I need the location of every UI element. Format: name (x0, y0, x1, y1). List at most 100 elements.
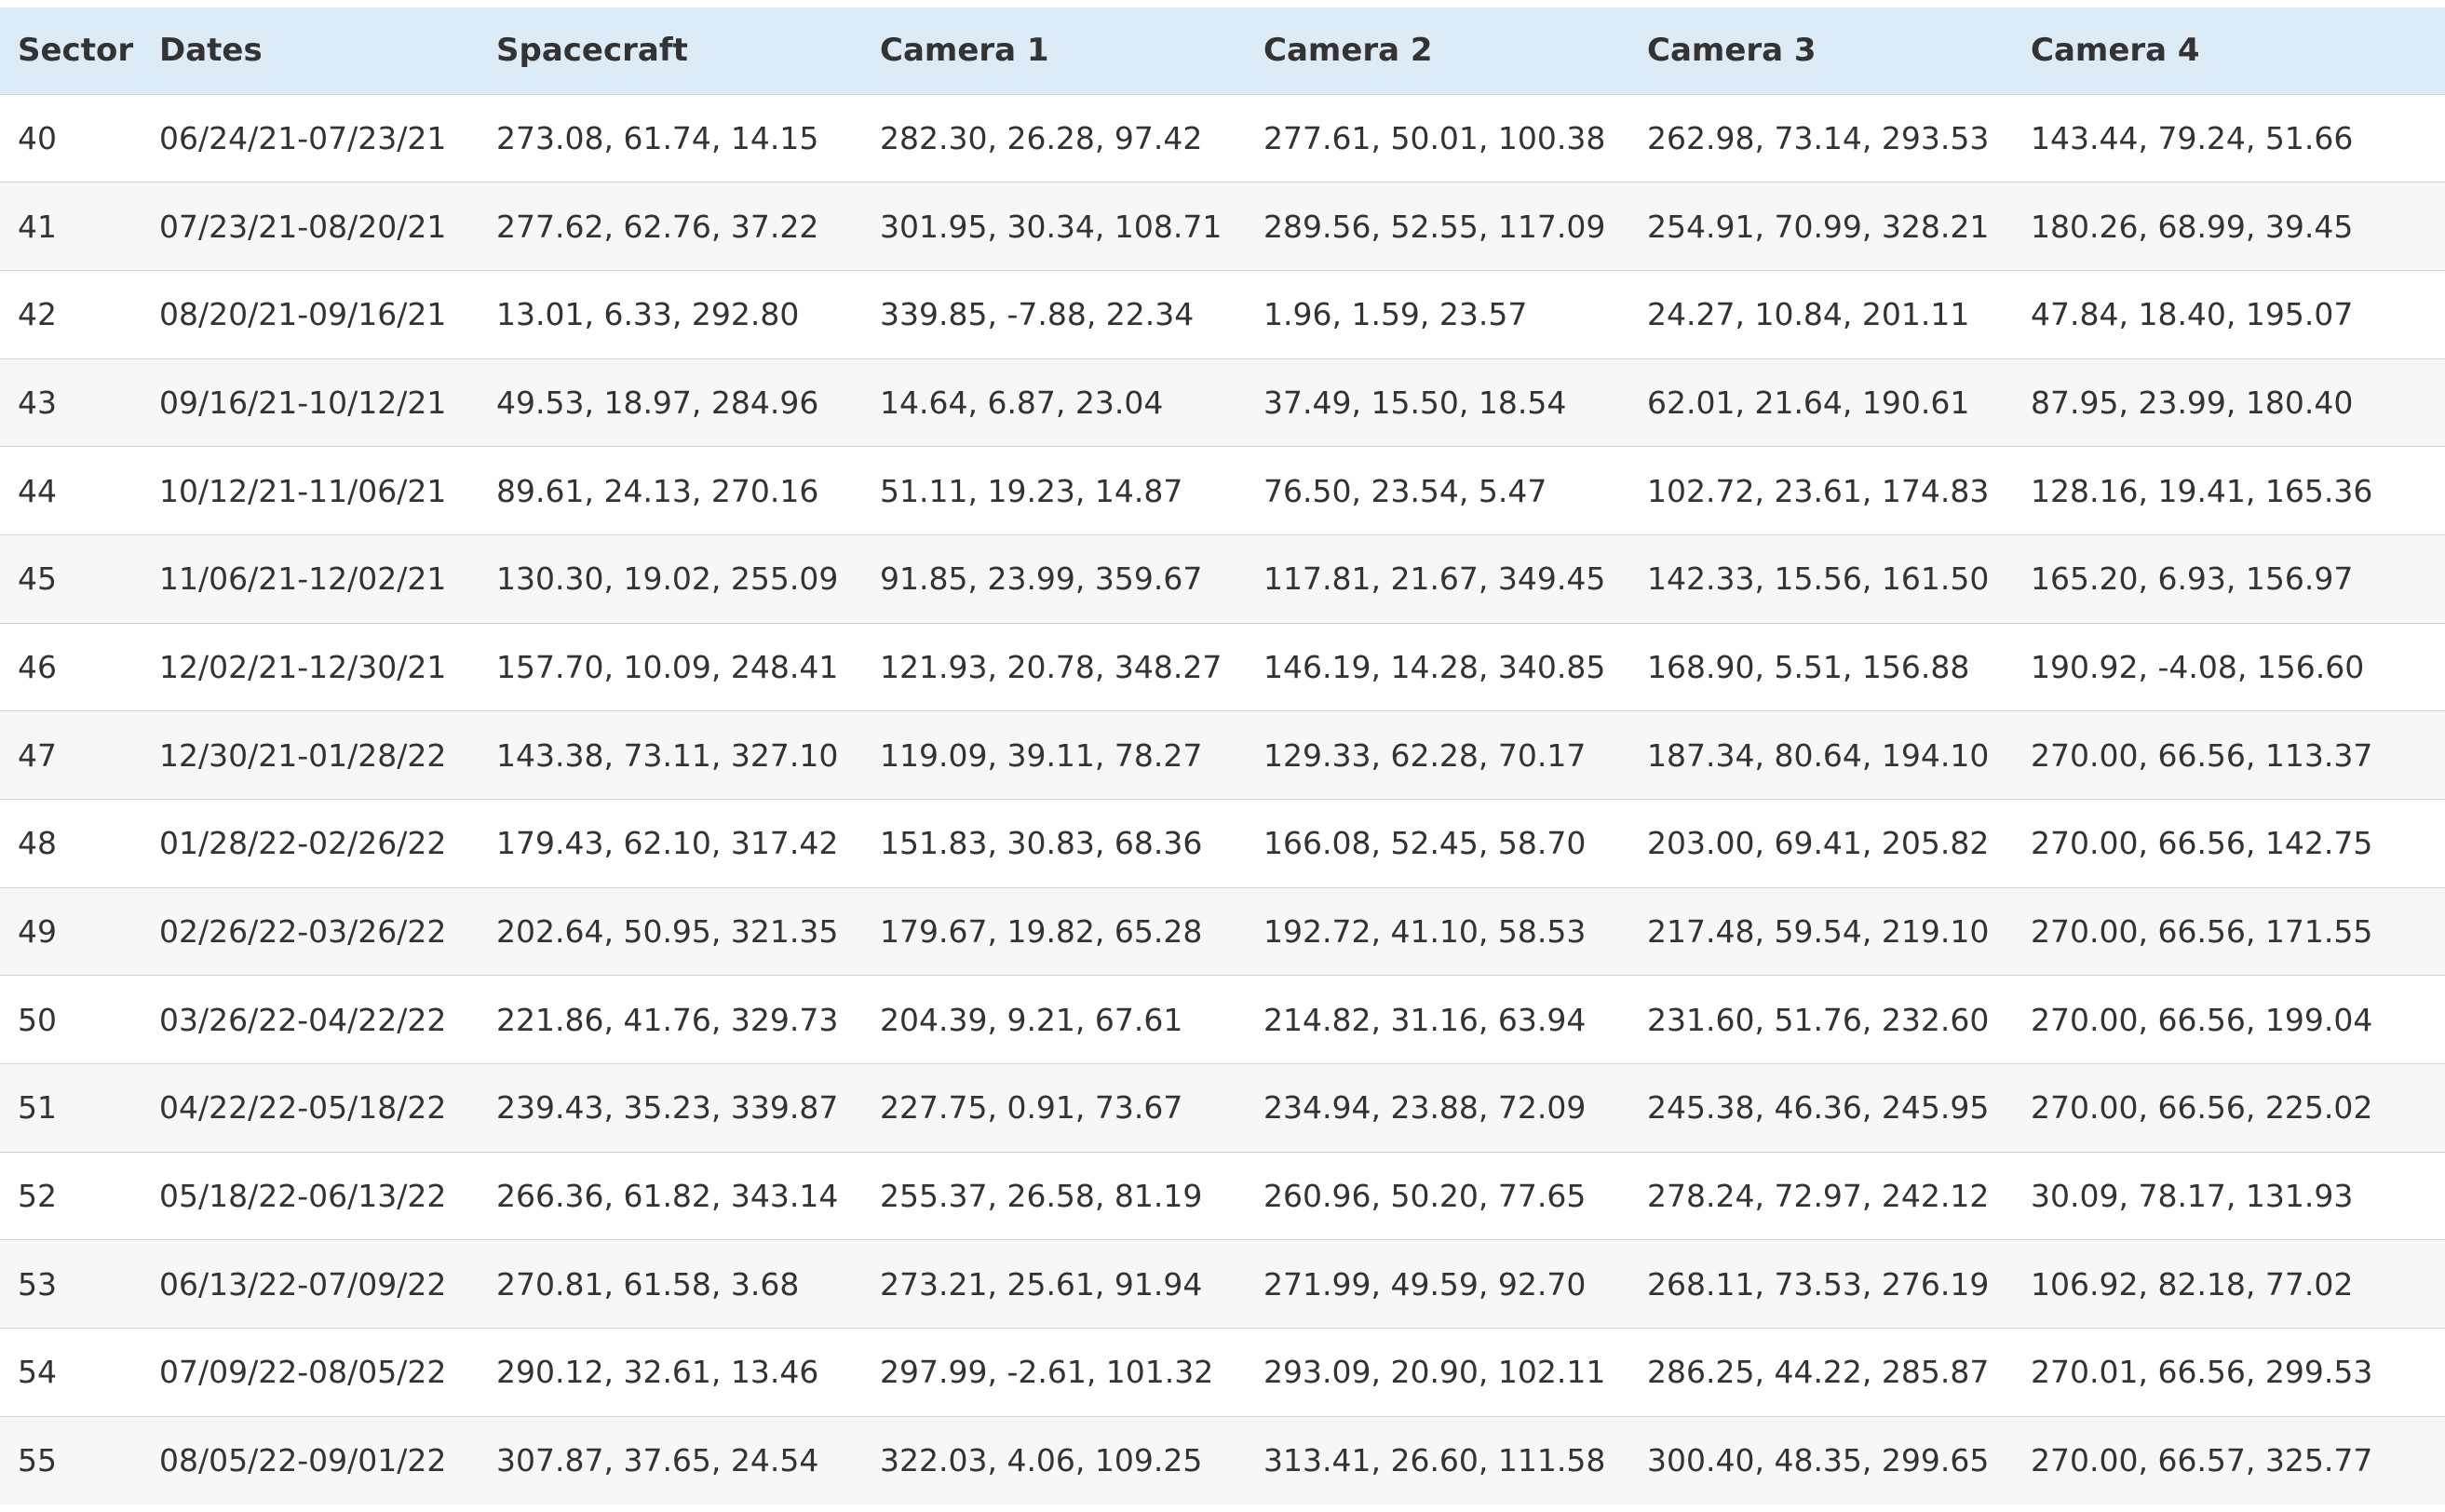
dates-cell: 02/26/22-03/26/22 (159, 913, 447, 951)
sector-cell: 55 (18, 1442, 57, 1479)
camera-2-cell: 76.50, 23.54, 5.47 (1263, 472, 1547, 509)
dates-cell: 08/20/21-09/16/21 (159, 296, 447, 333)
camera-1-cell: 255.37, 26.58, 81.19 (880, 1178, 1203, 1215)
sector-cell: 50 (18, 1001, 57, 1038)
sector-cell: 40 (18, 119, 57, 156)
camera-4-cell: 180.26, 68.99, 39.45 (2031, 208, 2354, 245)
camera-1-cell: 282.30, 26.28, 97.42 (880, 119, 1203, 156)
camera-3-cell: 254.91, 70.99, 328.21 (1647, 208, 1990, 245)
camera-4-cell: 270.01, 66.56, 299.53 (2031, 1354, 2373, 1391)
table-row: 49 02/26/22-03/26/22 202.64, 50.95, 321.35… (0, 887, 2445, 976)
dates-cell: 07/23/21-08/20/21 (159, 208, 447, 245)
camera-2-cell: 289.56, 52.55, 117.09 (1263, 208, 1606, 245)
table-row: 43 09/16/21-10/12/21 49.53, 18.97, 284.96 1… (0, 358, 2445, 447)
camera-2-cell: 214.82, 31.16, 63.94 (1263, 1001, 1587, 1038)
table-row: 51 04/22/22-05/18/22 239.43, 35.23, 339.87… (0, 1063, 2445, 1153)
table-row: 41 07/23/21-08/20/21 277.62, 62.76, 37.22 3… (0, 182, 2445, 271)
camera-1-cell: 91.85, 23.99, 359.67 (880, 560, 1203, 598)
dates-cell: 10/12/21-11/06/21 (159, 472, 447, 509)
dates-cell: 06/13/22-07/09/22 (159, 1265, 447, 1303)
spacecraft-cell: 266.36, 61.82, 343.14 (496, 1178, 839, 1215)
table-body: 40 06/24/21-07/23/21 273.08, 61.74, 14.15 2… (0, 94, 2445, 1505)
table-row: 53 06/13/22-07/09/22 270.81, 61.58, 3.68 27… (0, 1239, 2445, 1329)
sector-cell: 52 (18, 1178, 57, 1215)
table-row: 54 07/09/22-08/05/22 290.12, 32.61, 13.46 2… (0, 1328, 2445, 1417)
spacecraft-cell: 307.87, 37.65, 24.54 (496, 1442, 819, 1479)
camera-2-cell: 293.09, 20.90, 102.11 (1263, 1354, 1606, 1391)
dates-cell: 06/24/21-07/23/21 (159, 119, 447, 156)
camera-3-cell: 278.24, 72.97, 242.12 (1647, 1178, 1990, 1215)
camera-1-cell: 322.03, 4.06, 109.25 (880, 1442, 1203, 1479)
spacecraft-cell: 179.43, 62.10, 317.42 (496, 825, 839, 862)
dates-cell: 11/06/21-12/02/21 (159, 560, 447, 598)
camera-4-cell: 128.16, 19.41, 165.36 (2031, 472, 2373, 509)
camera-3-cell: 24.27, 10.84, 201.11 (1647, 296, 1970, 333)
dates-cell: 01/28/22-02/26/22 (159, 825, 447, 862)
header-row: Sector Dates Spacecraft Camera 1 Camera … (0, 0, 2445, 94)
table-row: 45 11/06/21-12/02/21 130.30, 19.02, 255.09… (0, 534, 2445, 624)
camera-4-cell: 270.00, 66.56, 142.75 (2031, 825, 2373, 862)
sector-cell: 51 (18, 1089, 57, 1127)
camera-1-cell: 204.39, 9.21, 67.61 (880, 1001, 1183, 1038)
sector-cell: 49 (18, 913, 57, 951)
camera-4-cell: 270.00, 66.57, 325.77 (2031, 1442, 2373, 1479)
camera-3-cell: 231.60, 51.76, 232.60 (1647, 1001, 1990, 1038)
sector-cell: 43 (18, 384, 57, 421)
sector-cell: 54 (18, 1354, 57, 1391)
camera-2-cell: 129.33, 62.28, 70.17 (1263, 736, 1587, 774)
camera-1-cell: 273.21, 25.61, 91.94 (880, 1265, 1203, 1303)
camera-3-cell: 62.01, 21.64, 190.61 (1647, 384, 1970, 421)
sector-cell: 48 (18, 825, 57, 862)
spacecraft-cell: 221.86, 41.76, 329.73 (496, 1001, 839, 1038)
camera-2-cell: 146.19, 14.28, 340.85 (1263, 648, 1606, 685)
spacecraft-cell: 89.61, 24.13, 270.16 (496, 472, 819, 509)
dates-cell: 04/22/22-05/18/22 (159, 1089, 447, 1127)
camera-1-cell: 297.99, -2.61, 101.32 (880, 1354, 1214, 1391)
camera-4-cell: 165.20, 6.93, 156.97 (2031, 560, 2354, 598)
sector-cell: 45 (18, 560, 57, 598)
header-camera-3: Camera 3 (1629, 0, 2013, 94)
spacecraft-cell: 130.30, 19.02, 255.09 (496, 560, 839, 598)
camera-3-cell: 300.40, 48.35, 299.65 (1647, 1442, 1990, 1479)
dates-cell: 07/09/22-08/05/22 (159, 1354, 447, 1391)
camera-3-cell: 102.72, 23.61, 174.83 (1647, 472, 1990, 509)
camera-2-cell: 260.96, 50.20, 77.65 (1263, 1178, 1587, 1215)
camera-3-cell: 217.48, 59.54, 219.10 (1647, 913, 1990, 951)
camera-3-cell: 142.33, 15.56, 161.50 (1647, 560, 1990, 598)
camera-2-cell: 271.99, 49.59, 92.70 (1263, 1265, 1587, 1303)
camera-4-cell: 270.00, 66.56, 171.55 (2031, 913, 2373, 951)
dates-cell: 08/05/22-09/01/22 (159, 1442, 447, 1479)
camera-1-cell: 14.64, 6.87, 23.04 (880, 384, 1164, 421)
spacecraft-cell: 13.01, 6.33, 292.80 (496, 296, 800, 333)
dates-cell: 03/26/22-04/22/22 (159, 1001, 447, 1038)
camera-2-cell: 37.49, 15.50, 18.54 (1263, 384, 1567, 421)
table-row: 42 08/20/21-09/16/21 13.01, 6.33, 292.80 33… (0, 270, 2445, 359)
camera-3-cell: 203.00, 69.41, 205.82 (1647, 825, 1990, 862)
header-camera-2: Camera 2 (1246, 0, 1629, 94)
camera-4-cell: 143.44, 79.24, 51.66 (2031, 119, 2354, 156)
spacecraft-cell: 49.53, 18.97, 284.96 (496, 384, 819, 421)
table-row: 55 08/05/22-09/01/22 307.87, 37.65, 24.54 3… (0, 1416, 2445, 1505)
table-header: Sector Dates Spacecraft Camera 1 Camera … (0, 0, 2445, 94)
header-camera-1: Camera 1 (862, 0, 1246, 94)
header-camera-4: Camera 4 (2013, 0, 2445, 94)
camera-2-cell: 166.08, 52.45, 58.70 (1263, 825, 1587, 862)
camera-1-cell: 121.93, 20.78, 348.27 (880, 648, 1222, 685)
camera-4-cell: 270.00, 66.56, 113.37 (2031, 736, 2373, 774)
spacecraft-cell: 239.43, 35.23, 339.87 (496, 1089, 839, 1127)
spacecraft-cell: 202.64, 50.95, 321.35 (496, 913, 839, 951)
spacecraft-cell: 277.62, 62.76, 37.22 (496, 208, 819, 245)
table-row: 50 03/26/22-04/22/22 221.86, 41.76, 329.73… (0, 975, 2445, 1064)
dates-cell: 12/02/21-12/30/21 (159, 648, 447, 685)
camera-1-cell: 227.75, 0.91, 73.67 (880, 1089, 1183, 1127)
header-sector: Sector (0, 0, 142, 94)
camera-3-cell: 168.90, 5.51, 156.88 (1647, 648, 1970, 685)
camera-1-cell: 51.11, 19.23, 14.87 (880, 472, 1183, 509)
dates-cell: 09/16/21-10/12/21 (159, 384, 447, 421)
table-row: 44 10/12/21-11/06/21 89.61, 24.13, 270.16 5… (0, 446, 2445, 535)
camera-1-cell: 339.85, -7.88, 22.34 (880, 296, 1195, 333)
table-row: 48 01/28/22-02/26/22 179.43, 62.10, 317.42… (0, 799, 2445, 888)
camera-3-cell: 268.11, 73.53, 276.19 (1647, 1265, 1990, 1303)
camera-1-cell: 151.83, 30.83, 68.36 (880, 825, 1203, 862)
dates-cell: 12/30/21-01/28/22 (159, 736, 447, 774)
